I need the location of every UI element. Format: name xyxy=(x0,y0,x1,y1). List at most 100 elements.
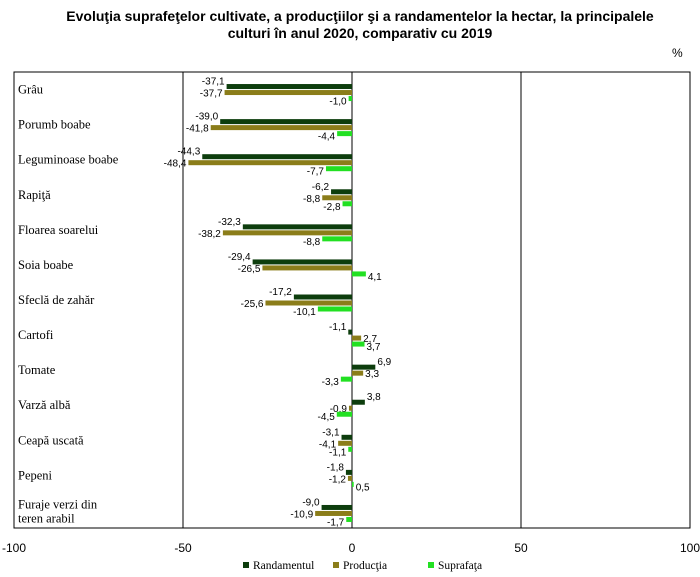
category-label: Rapiţă xyxy=(18,188,51,202)
data-label: -1,7 xyxy=(327,517,345,528)
bar-randamentul xyxy=(321,504,352,510)
category-label: Cartofi xyxy=(18,328,54,342)
data-label: -4,5 xyxy=(318,412,336,423)
unit-label: % xyxy=(672,46,683,60)
data-label: -10,9 xyxy=(290,509,313,520)
bar-producţia xyxy=(210,125,352,131)
data-label: -39,0 xyxy=(195,112,218,123)
data-label: -6,2 xyxy=(312,182,330,193)
data-label: -38,2 xyxy=(198,229,221,240)
data-label: -26,5 xyxy=(238,264,261,275)
data-label: 2,7 xyxy=(363,334,377,345)
bar-suprafaţa xyxy=(342,201,352,207)
data-label: -44,3 xyxy=(177,147,200,158)
data-label: -41,8 xyxy=(186,124,209,135)
legend-swatch-producţia xyxy=(333,562,339,568)
bar-suprafaţa xyxy=(340,376,352,382)
data-label: -32,3 xyxy=(218,217,241,228)
data-label: -3,3 xyxy=(322,377,340,388)
bar-producţia xyxy=(338,440,352,446)
x-tick-label: -50 xyxy=(174,541,192,555)
chart-title-line-2: culturi în anul 2020, comparativ cu 2019 xyxy=(227,25,493,41)
category-label: Soia boabe xyxy=(18,258,74,272)
bar-suprafaţa xyxy=(325,166,352,172)
category-label: Sfeclă de zahăr xyxy=(18,293,95,307)
bar-randamentul xyxy=(220,119,352,125)
data-label: -1,1 xyxy=(329,322,347,333)
legend-swatch-randamentul xyxy=(243,562,249,568)
bar-randamentul xyxy=(352,399,365,405)
category-label: Pepeni xyxy=(18,468,53,482)
data-label: -1,0 xyxy=(329,97,347,108)
bar-producţia xyxy=(265,300,352,306)
legend-label: Randamentul xyxy=(253,560,314,572)
bar-producţia xyxy=(322,195,352,201)
bar-randamentul xyxy=(293,294,352,300)
data-label: -7,7 xyxy=(307,167,325,178)
bar-randamentul xyxy=(252,259,352,265)
bar-producţia xyxy=(348,405,352,411)
data-label: -3,1 xyxy=(322,427,340,438)
data-label: -2,8 xyxy=(323,202,341,213)
legend-swatch-suprafaţa xyxy=(428,562,434,568)
data-label: 3,8 xyxy=(367,392,381,403)
data-label: -8,8 xyxy=(303,237,321,248)
category-label: Grâu xyxy=(18,83,44,97)
data-label: -1,2 xyxy=(329,474,347,485)
data-label: -25,6 xyxy=(241,299,264,310)
bar-randamentul xyxy=(226,84,352,90)
data-label: -4,4 xyxy=(318,132,336,143)
data-label: -29,4 xyxy=(228,252,251,263)
category-label: Ceapă uscată xyxy=(18,433,84,447)
bar-producţia xyxy=(188,160,352,166)
bar-suprafaţa xyxy=(348,446,352,452)
data-label: 4,1 xyxy=(368,272,382,283)
x-tick-label: 50 xyxy=(514,541,528,555)
data-label: 3,3 xyxy=(365,369,379,380)
bar-randamentul xyxy=(341,434,352,440)
data-label: -8,8 xyxy=(303,194,321,205)
x-tick-label: -100 xyxy=(2,541,26,555)
data-label: -37,7 xyxy=(200,89,223,100)
bar-suprafaţa xyxy=(352,481,354,487)
x-tick-label: 100 xyxy=(680,541,700,555)
bar-suprafaţa xyxy=(346,516,352,522)
bar-suprafaţa xyxy=(348,96,352,102)
bar-randamentul xyxy=(331,189,352,195)
bar-producţia xyxy=(262,265,352,271)
bar-randamentul xyxy=(345,469,352,475)
legend-label: Producţia xyxy=(343,560,387,572)
bar-randamentul xyxy=(242,224,352,230)
bar-producţia xyxy=(352,370,364,376)
bar-producţia xyxy=(315,510,352,516)
bar-randamentul xyxy=(352,364,376,370)
data-label: -0,9 xyxy=(330,404,348,415)
data-label: -1,1 xyxy=(329,447,347,458)
data-label: -4,1 xyxy=(319,439,337,450)
data-label: 6,9 xyxy=(377,357,391,368)
data-label: 0,5 xyxy=(356,482,370,493)
category-label: Floarea soarelui xyxy=(18,223,99,237)
data-label: 3,7 xyxy=(367,342,381,353)
bar-producţia xyxy=(222,230,352,236)
bar-producţia xyxy=(352,335,362,341)
plot-frame xyxy=(13,71,691,529)
category-label: Varză albă xyxy=(18,398,71,412)
bar-suprafaţa xyxy=(337,131,352,137)
category-label: Porumb boabe xyxy=(18,118,91,132)
chart-title-line-1: Evoluţia suprafeţelor cultivate, a produ… xyxy=(66,8,654,24)
bar-suprafaţa xyxy=(352,271,366,277)
x-tick-label: 0 xyxy=(349,541,356,555)
data-label: -37,1 xyxy=(202,77,225,88)
category-label: Leguminoase boabe xyxy=(18,153,119,167)
bar-producţia xyxy=(347,475,352,481)
data-label: -1,8 xyxy=(327,462,345,473)
bar-suprafaţa xyxy=(336,411,352,417)
bar-suprafaţa xyxy=(322,236,352,242)
category-label: Tomate xyxy=(18,363,56,377)
data-label: -48,4 xyxy=(164,159,187,170)
category-label: Furaje verzi din teren arabil xyxy=(18,497,98,525)
bar-suprafaţa xyxy=(352,341,365,347)
chart-title: Evoluţia suprafeţelor cultivate, a produ… xyxy=(40,8,680,42)
